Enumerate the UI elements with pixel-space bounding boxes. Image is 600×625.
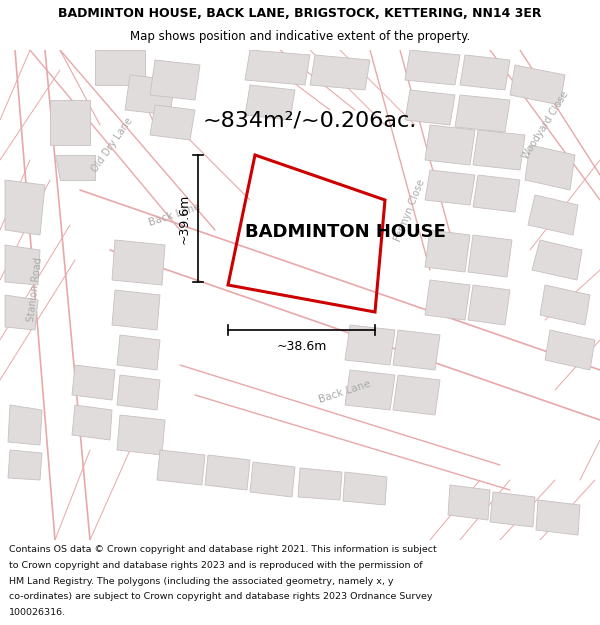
Polygon shape: [490, 492, 535, 527]
Polygon shape: [112, 240, 165, 285]
Polygon shape: [55, 155, 95, 180]
Polygon shape: [455, 95, 510, 132]
Polygon shape: [345, 370, 395, 410]
Polygon shape: [473, 175, 520, 212]
Polygon shape: [205, 455, 250, 490]
Polygon shape: [536, 500, 580, 535]
Polygon shape: [425, 125, 475, 165]
Polygon shape: [528, 195, 578, 235]
Text: co-ordinates) are subject to Crown copyright and database rights 2023 Ordnance S: co-ordinates) are subject to Crown copyr…: [9, 592, 433, 601]
Polygon shape: [150, 60, 200, 100]
Polygon shape: [540, 285, 590, 325]
Polygon shape: [468, 285, 510, 325]
Polygon shape: [425, 230, 470, 272]
Polygon shape: [525, 145, 575, 190]
Polygon shape: [405, 50, 460, 85]
Polygon shape: [112, 290, 160, 330]
Polygon shape: [393, 330, 440, 370]
Polygon shape: [250, 462, 295, 497]
Polygon shape: [510, 65, 565, 105]
Polygon shape: [245, 85, 295, 120]
Text: BADMINTON HOUSE: BADMINTON HOUSE: [245, 223, 445, 241]
Text: Woodyard Close: Woodyard Close: [520, 89, 570, 161]
Polygon shape: [405, 90, 455, 125]
Polygon shape: [117, 375, 160, 410]
Polygon shape: [545, 330, 595, 370]
Polygon shape: [343, 472, 387, 505]
Polygon shape: [345, 325, 395, 365]
Text: Map shows position and indicative extent of the property.: Map shows position and indicative extent…: [130, 30, 470, 43]
Text: BADMINTON HOUSE, BACK LANE, BRIGSTOCK, KETTERING, NN14 3ER: BADMINTON HOUSE, BACK LANE, BRIGSTOCK, K…: [58, 7, 542, 20]
Polygon shape: [460, 55, 510, 90]
Text: Contains OS data © Crown copyright and database right 2021. This information is : Contains OS data © Crown copyright and d…: [9, 545, 437, 554]
Polygon shape: [125, 75, 175, 115]
Polygon shape: [425, 170, 475, 205]
Polygon shape: [532, 240, 582, 280]
Polygon shape: [298, 468, 342, 500]
Text: ~38.6m: ~38.6m: [277, 339, 326, 352]
Text: 100026316.: 100026316.: [9, 608, 66, 617]
Polygon shape: [117, 335, 160, 370]
Polygon shape: [72, 365, 115, 400]
Text: Fermyn Close: Fermyn Close: [393, 177, 427, 242]
Text: Back Lane: Back Lane: [148, 202, 202, 228]
Polygon shape: [425, 280, 470, 320]
Polygon shape: [473, 130, 525, 170]
Polygon shape: [8, 450, 42, 480]
Polygon shape: [50, 100, 90, 145]
Text: Back Lane: Back Lane: [318, 379, 372, 405]
Text: ~834m²/~0.206ac.: ~834m²/~0.206ac.: [203, 110, 417, 130]
Polygon shape: [72, 405, 112, 440]
Polygon shape: [448, 485, 490, 520]
Polygon shape: [8, 405, 42, 445]
Polygon shape: [468, 235, 512, 277]
Polygon shape: [5, 295, 38, 330]
Polygon shape: [245, 50, 310, 85]
Text: ~39.6m: ~39.6m: [178, 193, 191, 244]
Polygon shape: [393, 375, 440, 415]
Text: Old Dry Lane: Old Dry Lane: [89, 116, 134, 174]
Polygon shape: [150, 105, 195, 140]
Polygon shape: [5, 245, 40, 285]
Text: to Crown copyright and database rights 2023 and is reproduced with the permissio: to Crown copyright and database rights 2…: [9, 561, 422, 570]
Text: Stanion Road: Stanion Road: [26, 258, 44, 322]
Polygon shape: [157, 450, 205, 485]
Text: HM Land Registry. The polygons (including the associated geometry, namely x, y: HM Land Registry. The polygons (includin…: [9, 576, 394, 586]
Polygon shape: [310, 55, 370, 90]
Polygon shape: [95, 50, 145, 85]
Polygon shape: [117, 415, 165, 455]
Polygon shape: [5, 180, 45, 235]
